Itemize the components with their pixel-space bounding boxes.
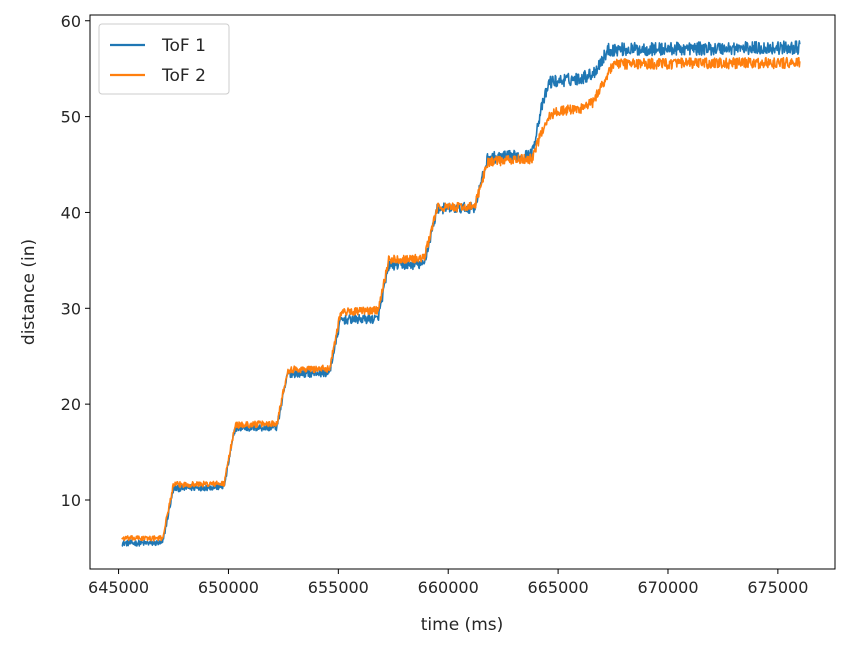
legend-label-tof-2: ToF 2	[161, 66, 206, 86]
y-tick-label: 10	[61, 491, 81, 510]
y-tick-label: 20	[61, 395, 81, 414]
x-tick-label: 650000	[198, 578, 259, 597]
plot-frame	[89, 14, 836, 570]
legend-box	[98, 23, 230, 95]
y-axis-label: distance (in)	[19, 239, 39, 345]
x-tick-label: 675000	[747, 578, 808, 597]
y-tick-label: 50	[61, 108, 81, 127]
series-line-tof-2	[121, 56, 801, 542]
series-layer	[121, 40, 801, 547]
y-axis-ticks: 10 20 30 40 50 60	[61, 12, 90, 510]
x-tick-label: 645000	[88, 578, 149, 597]
y-tick-label: 30	[61, 299, 81, 318]
x-tick-label: 665000	[528, 578, 589, 597]
x-tick-label: 655000	[308, 578, 369, 597]
y-tick-label: 40	[61, 203, 81, 222]
legend-label-tof-1: ToF 1	[161, 36, 206, 56]
y-tick-label: 60	[61, 12, 81, 31]
x-axis-ticks: 645000 650000 655000 660000 665000 670000 6750…	[88, 569, 808, 597]
x-tick-label: 670000	[637, 578, 698, 597]
legend: ToF 1 ToF 2	[98, 23, 230, 95]
x-tick-label: 660000	[418, 578, 479, 597]
x-axis-label: time (ms)	[421, 615, 504, 635]
